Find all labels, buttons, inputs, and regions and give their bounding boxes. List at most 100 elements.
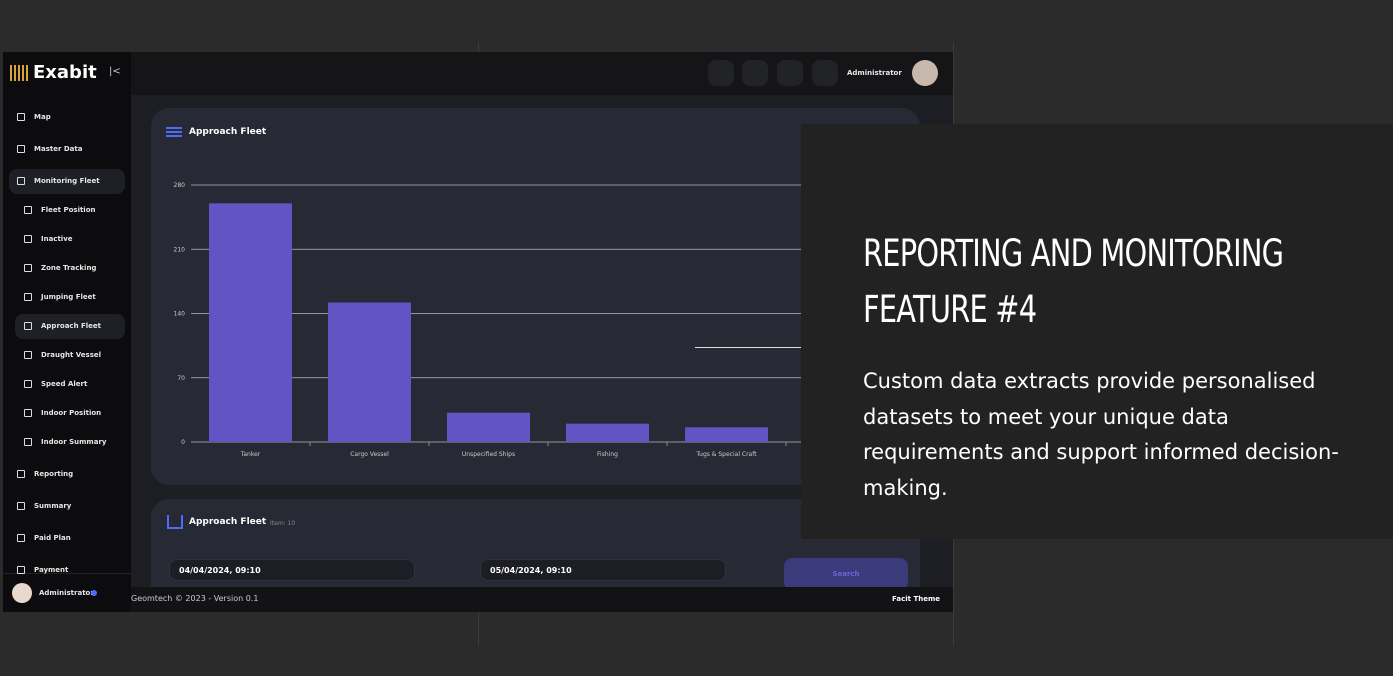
header: Administrator <box>131 52 953 95</box>
collapse-button[interactable]: |< <box>109 66 121 77</box>
menu-label: Summary <box>34 502 72 510</box>
menu-label: Monitoring Fleet <box>34 177 100 185</box>
menu-icon <box>24 351 32 359</box>
bar <box>447 412 530 442</box>
menu-label: Approach Fleet <box>41 322 102 330</box>
y-tick-label: 210 <box>174 246 186 253</box>
bar <box>209 203 292 442</box>
menu-icon <box>24 293 32 301</box>
divider <box>695 347 904 348</box>
menu-label: Indoor Summary <box>41 438 107 446</box>
menu-label: Payment <box>34 566 69 574</box>
feature-title-line: REPORTING AND MONITORING <box>863 232 1284 275</box>
menu-icon <box>24 206 32 214</box>
status-dot <box>91 590 97 596</box>
active-group <box>9 169 125 194</box>
menu-icon <box>17 566 25 574</box>
menu-icon <box>17 470 25 478</box>
search-button[interactable]: Search <box>784 558 908 590</box>
fullscreen-button[interactable] <box>742 60 768 86</box>
feature-panel: REPORTING AND MONITORING FEATURE #4 Cust… <box>801 124 1393 539</box>
menu-item[interactable]: Inactive <box>24 235 73 243</box>
brand: Exabit <box>33 62 97 83</box>
bar <box>566 423 649 442</box>
menu-label: Draught Vessel <box>41 351 102 359</box>
menu-label: Speed Alert <box>41 380 88 388</box>
avatar[interactable] <box>912 60 938 86</box>
feature-text: Custom data extracts provide personalise… <box>863 369 1339 500</box>
chart: Approach Fleet 0 70 140 210 280 Tanker Cargo V… <box>166 127 905 458</box>
user-name: Administrator <box>39 589 94 597</box>
y-tick-label: 0 <box>181 439 185 446</box>
menu-item[interactable]: Payment <box>17 566 68 574</box>
menu-item[interactable]: Indoor Summary <box>24 438 106 446</box>
menu-icon <box>17 534 25 542</box>
menu-item[interactable]: Zone Tracking <box>24 264 96 272</box>
theme-button[interactable] <box>708 60 734 86</box>
menu-label: Indoor Position <box>41 409 102 417</box>
list-icon <box>166 127 182 129</box>
menu-item[interactable]: Monitoring Fleet <box>17 177 100 185</box>
sidebar: Exabit |< Administrator Map Master Data Mo… <box>3 52 131 612</box>
item-count: Item: 10 <box>270 520 296 527</box>
menu-icon <box>17 145 25 153</box>
menu-label: Reporting <box>34 470 74 478</box>
end-date-input[interactable]: 05/04/2024, 09:10 <box>480 559 726 581</box>
menu-label: Paid Plan <box>34 534 71 542</box>
menu-label: Zone Tracking <box>41 264 97 272</box>
menu-label: Master Data <box>34 145 83 153</box>
chart-title: Approach Fleet <box>189 127 267 137</box>
feature-title-line: FEATURE #4 <box>863 288 1037 331</box>
y-tick-label: 280 <box>174 182 186 189</box>
x-tick-label: Tugs & Special Craft <box>695 451 757 458</box>
active-item <box>15 314 125 339</box>
menu-label: Fleet Position <box>41 206 96 214</box>
menu-item[interactable]: Approach Fleet <box>24 322 101 330</box>
language-button[interactable] <box>777 60 803 86</box>
feature-title: REPORTING AND MONITORING FEATURE #4 <box>863 226 1284 338</box>
bar <box>328 302 411 442</box>
list-icon <box>166 131 182 133</box>
menu-label: Map <box>34 113 51 121</box>
menu-item[interactable]: Draught Vessel <box>24 351 101 359</box>
x-tick-label: Cargo Vessel <box>350 451 389 458</box>
start-date-input[interactable]: 04/04/2024, 09:10 <box>169 559 415 581</box>
y-tick-label: 140 <box>174 311 186 318</box>
menu-label: Jumping Fleet <box>41 293 96 301</box>
menu-item[interactable]: Reporting <box>17 470 73 478</box>
logo-icon <box>10 65 28 81</box>
menu-icon <box>24 438 32 446</box>
notification-button[interactable] <box>812 60 838 86</box>
footer: Geomtech © 2023 - Version 0.1 Facit Them… <box>131 587 953 612</box>
y-tick-label: 70 <box>177 375 185 382</box>
dashboard: Exabit |< Administrator Map Master Data Mo… <box>3 52 953 612</box>
header-user: Administrator <box>847 69 902 77</box>
avatar <box>12 583 32 603</box>
menu-item[interactable]: Paid Plan <box>17 534 71 542</box>
menu-icon <box>24 409 32 417</box>
cart-icon <box>167 515 183 529</box>
menu-item[interactable]: Fleet Position <box>24 206 96 214</box>
menu-item[interactable]: Speed Alert <box>24 380 87 388</box>
menu-icon <box>24 235 32 243</box>
menu-icon <box>24 322 32 330</box>
menu-item[interactable]: Summary <box>17 502 71 510</box>
menu-label: Inactive <box>41 235 73 243</box>
menu-icon <box>17 177 25 185</box>
x-tick-label: Unspecified Ships <box>462 451 515 458</box>
menu-item[interactable]: Indoor Position <box>24 409 101 417</box>
menu-icon <box>17 113 25 121</box>
footer-left: Geomtech © 2023 - Version 0.1 <box>131 594 259 603</box>
x-tick-label: Tanker <box>240 451 261 458</box>
menu-item[interactable]: Map <box>17 113 51 121</box>
menu-icon <box>24 264 32 272</box>
menu-item[interactable]: Master Data <box>17 145 82 153</box>
menu-item[interactable]: Jumping Fleet <box>24 293 96 301</box>
table-title: Approach Fleet <box>189 517 267 527</box>
list-icon <box>166 135 182 137</box>
bar <box>685 427 768 442</box>
footer-right: Facit Theme <box>892 595 940 603</box>
menu-icon <box>24 380 32 388</box>
user-bar: Administrator <box>3 573 131 612</box>
